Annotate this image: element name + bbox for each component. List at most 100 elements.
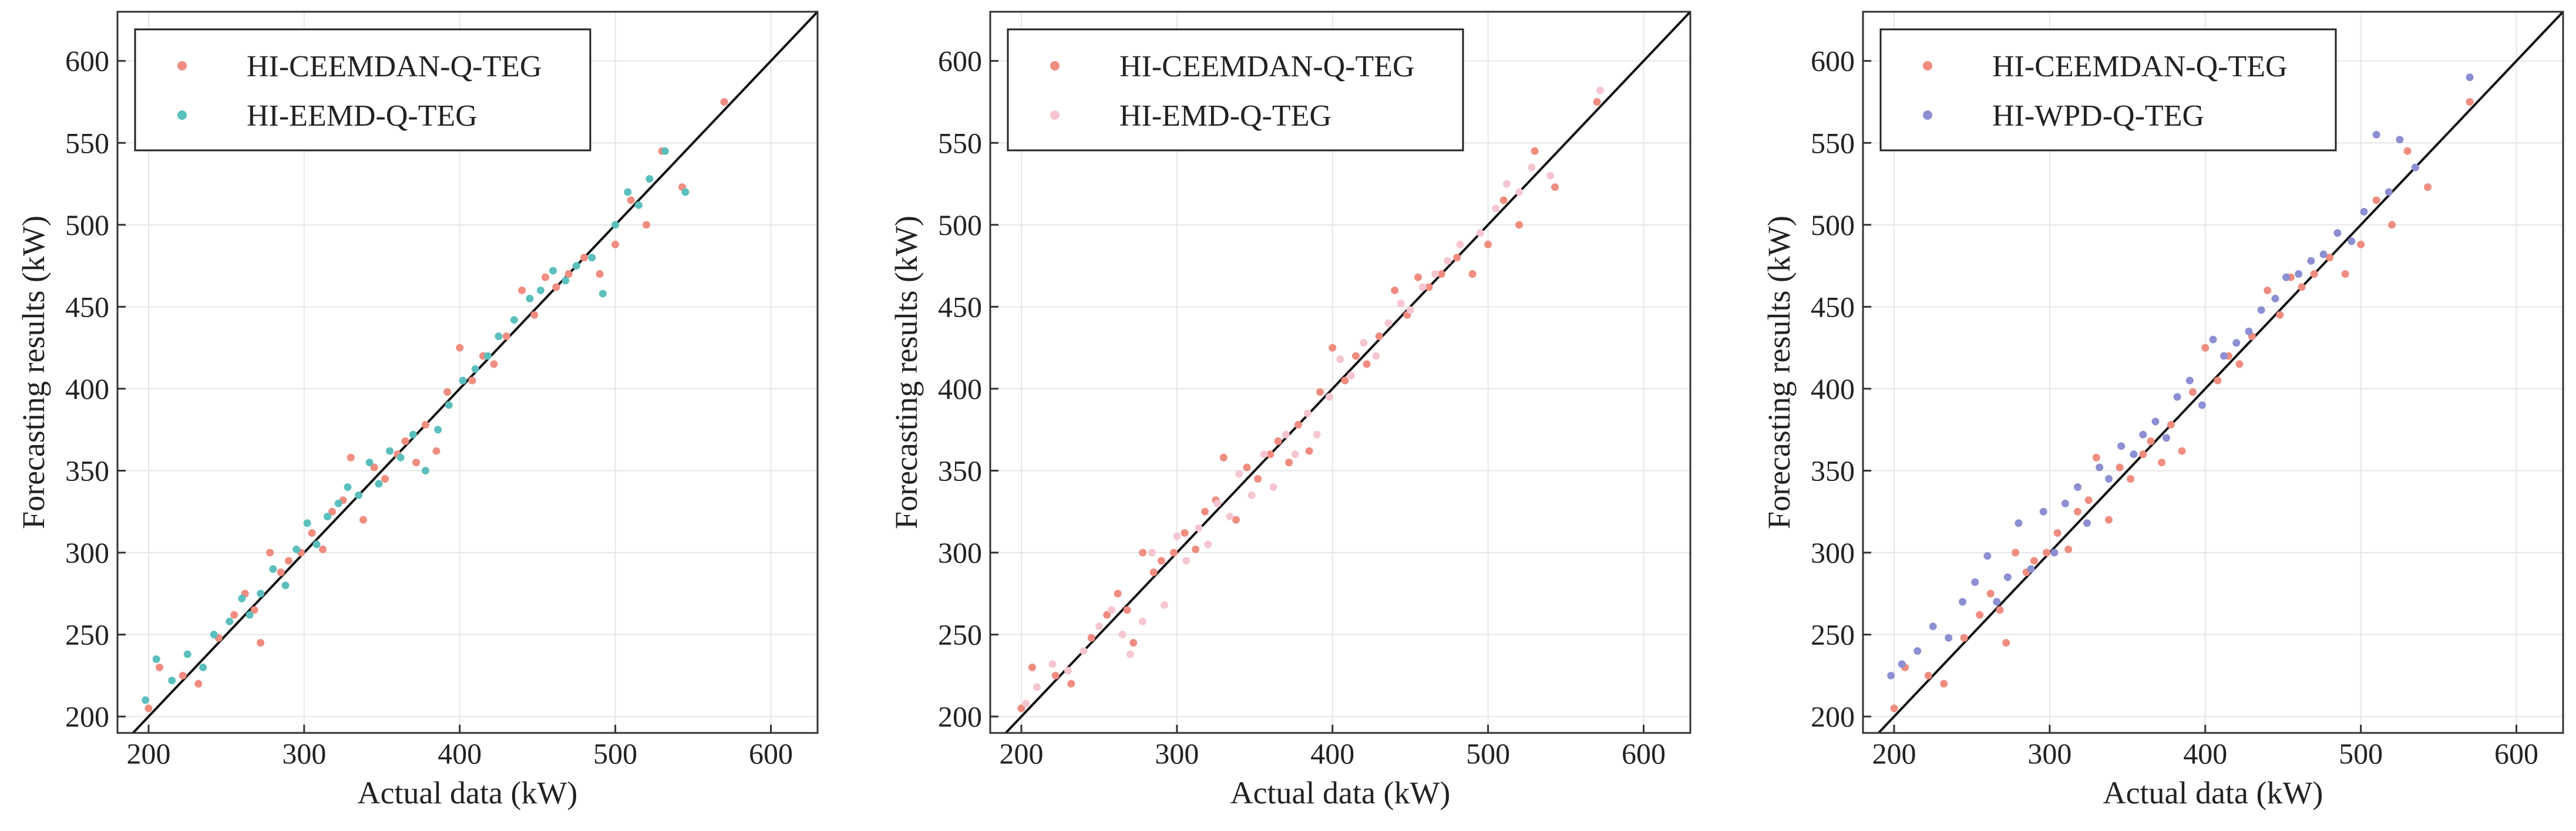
data-point	[324, 513, 332, 521]
data-point	[1898, 660, 1906, 668]
data-point	[1341, 376, 1349, 385]
data-point	[2360, 207, 2368, 216]
data-point	[412, 459, 421, 466]
data-point	[303, 519, 311, 527]
data-point	[292, 545, 301, 553]
data-point	[1161, 601, 1169, 609]
data-point	[1546, 171, 1555, 180]
data-point	[468, 376, 476, 385]
data-point	[1182, 557, 1191, 565]
data-point	[1303, 409, 1311, 418]
legend-label: HI-WPD-Q-TEG	[1992, 99, 2204, 133]
x-axis-label: Actual data (kW)	[358, 775, 578, 810]
data-point	[552, 283, 560, 291]
data-point	[1996, 606, 2004, 614]
data-point	[1285, 459, 1293, 466]
data-point	[2276, 311, 2284, 319]
scatter-panel-2: 200 300 400 500 600 200 250 300 350 400 450 500 550 6…	[889, 11, 1691, 810]
data-point	[1282, 430, 1290, 439]
data-point	[1890, 704, 1898, 712]
data-point	[1192, 545, 1200, 553]
data-point	[1418, 283, 1427, 291]
data-point	[1149, 568, 1158, 576]
data-point	[1064, 667, 1072, 675]
data-point	[144, 704, 153, 712]
data-point	[421, 466, 429, 475]
data-point	[2403, 147, 2412, 155]
x-tick-label: 200	[999, 737, 1043, 770]
data-point	[549, 267, 557, 275]
data-point	[526, 294, 534, 302]
y-tick-label: 550	[1811, 126, 1855, 159]
data-point	[1048, 660, 1057, 668]
y-tick-label: 250	[938, 618, 982, 651]
plot-frame	[1862, 11, 2564, 734]
data-point	[2466, 73, 2474, 82]
data-point	[645, 175, 654, 183]
data-point	[459, 376, 467, 385]
data-point	[1316, 388, 1324, 396]
data-point	[2061, 499, 2069, 507]
data-point	[2105, 516, 2113, 524]
data-point	[1983, 552, 1992, 560]
data-point	[1033, 683, 1041, 691]
data-point	[344, 483, 352, 491]
data-point	[1243, 463, 1251, 472]
data-point	[2271, 294, 2279, 302]
data-point	[1195, 524, 1203, 532]
y-tick-label: 450	[65, 290, 109, 323]
data-point	[561, 277, 570, 285]
data-point	[720, 98, 728, 106]
data-point	[1173, 532, 1181, 540]
data-point	[471, 365, 479, 373]
data-point	[2232, 339, 2241, 347]
data-point	[375, 480, 383, 488]
data-point	[1139, 549, 1147, 557]
data-point	[490, 360, 498, 368]
y-tick-label: 600	[938, 45, 982, 78]
data-point	[1170, 549, 1178, 557]
data-point	[1502, 180, 1511, 188]
data-point	[536, 286, 544, 294]
data-point	[1515, 188, 1524, 196]
data-point	[2372, 130, 2380, 139]
data-point	[266, 549, 274, 557]
data-point	[1017, 704, 1025, 712]
data-point	[1375, 332, 1383, 341]
data-point	[1492, 204, 1500, 213]
data-point	[2074, 483, 2082, 491]
data-point	[518, 286, 526, 294]
series-1	[1017, 98, 1601, 712]
legend-marker	[177, 61, 187, 70]
data-point	[1235, 470, 1243, 478]
data-point	[1484, 240, 1492, 248]
x-tick-label: 400	[2183, 737, 2227, 770]
data-point	[611, 240, 620, 248]
data-point	[2027, 565, 2035, 573]
legend-marker	[1923, 110, 1932, 120]
data-point	[1887, 671, 1895, 679]
data-point	[2053, 529, 2062, 537]
data-point	[1274, 437, 1282, 445]
data-point	[2189, 388, 2197, 396]
data-point	[2264, 286, 2272, 294]
data-point	[365, 459, 374, 466]
y-tick-label: 200	[65, 700, 109, 733]
x-tick-label: 300	[2027, 737, 2071, 770]
data-point	[1103, 611, 1111, 619]
data-point	[2116, 463, 2124, 472]
data-point	[2084, 496, 2093, 504]
data-point	[2257, 306, 2265, 314]
data-point	[2466, 98, 2474, 106]
legend: HI-CEEMDAN-Q-TEG HI-WPD-Q-TEG	[1879, 28, 2337, 152]
data-point	[2201, 344, 2210, 352]
y-tick-label: 550	[938, 126, 982, 159]
data-point	[1291, 450, 1299, 459]
data-point	[1456, 240, 1464, 248]
legend-box	[1879, 28, 2337, 152]
data-point	[2198, 401, 2206, 409]
data-point	[1294, 420, 1302, 429]
data-point	[168, 677, 176, 685]
data-point	[312, 540, 321, 549]
data-point	[2235, 360, 2244, 368]
